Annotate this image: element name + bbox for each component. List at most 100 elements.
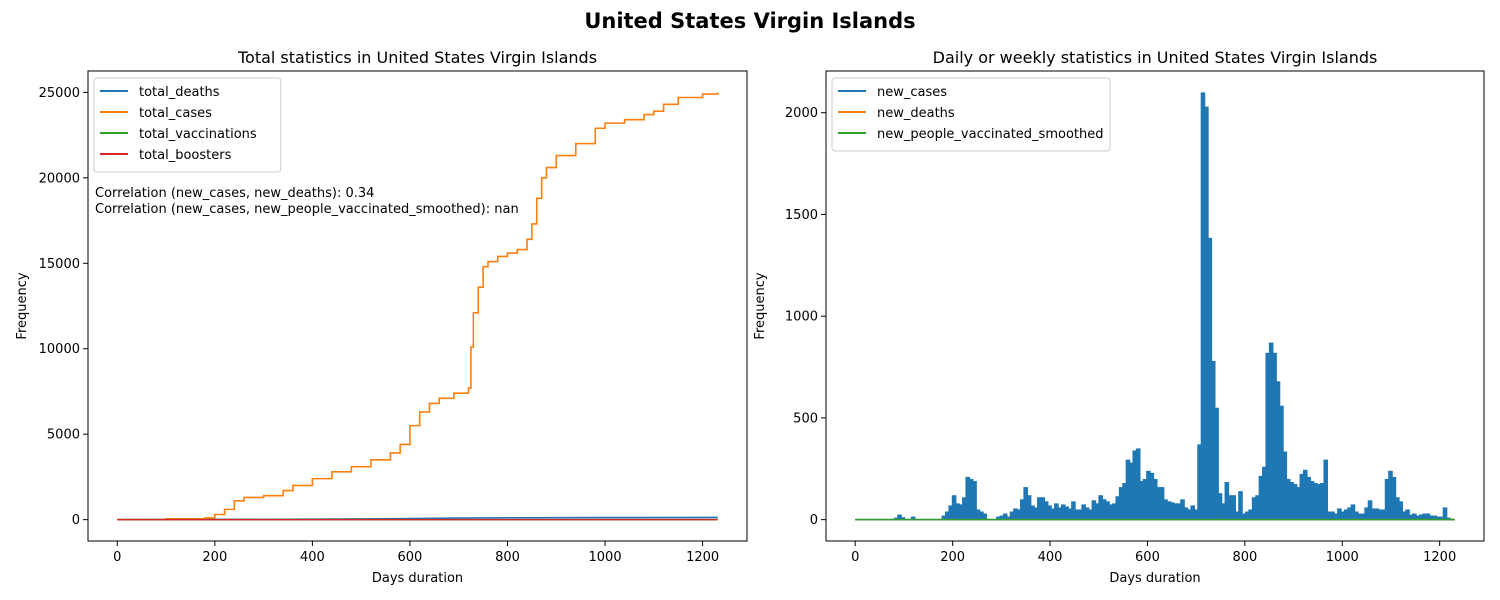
series-bar-new-cases (1112, 503, 1117, 520)
series-bar-new-cases (1224, 481, 1230, 520)
x-tick-label: 400 (300, 550, 325, 565)
series-bar-new-cases (1173, 503, 1178, 520)
series-bar-new-cases (893, 517, 899, 520)
series-bar-new-cases (1142, 478, 1148, 520)
series-bar-new-cases (1275, 381, 1281, 520)
series-bar-new-cases (1037, 497, 1042, 520)
plot-area (855, 92, 1455, 521)
legend-box (93, 77, 282, 173)
series-bar-new-cases (1204, 106, 1209, 520)
series-bar-new-cases (965, 476, 971, 520)
legend-label-total-boosters: total_boosters (139, 148, 232, 163)
series-bar-new-cases (1101, 499, 1107, 520)
series-bar-new-cases (1398, 501, 1404, 520)
series-bar-new-cases (1323, 459, 1329, 520)
series-bar-new-cases (1094, 503, 1100, 520)
series-bar-new-cases (962, 497, 967, 520)
series-bar-new-cases (1429, 515, 1434, 520)
x-tick-label: 0 (851, 550, 859, 565)
series-bar-new-cases (1149, 472, 1155, 520)
series-bar-new-cases (1146, 470, 1151, 520)
series-line-total-cases (117, 92, 719, 521)
series-bar-new-cases (1299, 473, 1305, 520)
series-bar-new-cases (1337, 508, 1342, 520)
series-bar-new-cases (1197, 444, 1202, 520)
series-bar-new-cases (1360, 513, 1366, 520)
series-bar-new-cases (1302, 469, 1308, 520)
series-bar-new-cases (1074, 509, 1080, 520)
series-bar-new-cases (1118, 487, 1124, 520)
series-bar-new-cases (1316, 484, 1322, 520)
series-bar-new-cases (1221, 503, 1226, 520)
series-bar-new-cases (1258, 475, 1264, 520)
series-bar-new-cases (1081, 504, 1086, 520)
series-bar-new-cases (1412, 513, 1417, 520)
series-bar-new-cases (1347, 507, 1352, 520)
series-bar-new-cases (1016, 509, 1022, 520)
series-bar-new-cases (1265, 352, 1271, 520)
series-bar-new-cases (1432, 515, 1438, 520)
series-bar-new-cases (1129, 462, 1134, 520)
series-bar-new-cases (1238, 491, 1243, 520)
series-bar-new-cases (1354, 511, 1359, 520)
correlation-annotation: Correlation (new_cases, new_deaths): 0.3… (95, 186, 374, 201)
series-bar-new-cases (1200, 92, 1206, 520)
x-tick-label: 200 (202, 550, 227, 565)
y-tick-label: 0 (72, 513, 80, 528)
series-bar-new-cases (1071, 501, 1076, 520)
x-tick-label: 1000 (1326, 550, 1359, 565)
series-bar-new-cases (1285, 478, 1291, 520)
series-bar-new-cases (1183, 507, 1189, 520)
y-tick-label: 20000 (39, 171, 80, 186)
series-bar-new-cases (1422, 513, 1427, 520)
series-bar-new-cases (1030, 505, 1035, 520)
x-tick-label: 800 (495, 550, 520, 565)
series-bar-new-cases (944, 511, 950, 520)
series-bar-new-cases (1006, 516, 1011, 520)
legend-label-total-cases: total_cases (139, 106, 212, 121)
series-bar-new-cases (1135, 448, 1141, 520)
plot-area (117, 92, 719, 521)
series-bar-new-cases (1105, 501, 1110, 520)
series-bar-new-cases (1350, 504, 1356, 520)
series-bar-new-cases (1244, 511, 1250, 520)
series-bar-new-cases (968, 478, 974, 520)
series-bar-new-cases (1248, 509, 1254, 520)
series-bar-new-cases (1388, 470, 1393, 520)
x-tick-label: 600 (398, 550, 423, 565)
series-bar-new-cases (1043, 501, 1049, 520)
series-bar-new-cases (1408, 514, 1414, 520)
series-bar-new-cases (1371, 508, 1376, 520)
series-bar-new-cases (1050, 508, 1056, 520)
series-bar-new-cases (1013, 508, 1018, 520)
x-tick-label: 200 (940, 550, 965, 565)
x-tick-label: 1200 (686, 550, 719, 565)
series-bar-new-cases (1098, 495, 1103, 520)
series-bar-new-cases (1180, 499, 1185, 520)
series-bar-new-cases (1364, 507, 1369, 520)
series-bar-new-cases (1088, 509, 1093, 520)
y-tick-label: 5000 (47, 428, 80, 443)
series-bar-new-cases (941, 515, 947, 520)
legend: total_deaths total_cases total_vaccination… (93, 77, 282, 173)
series-bar-new-cases (955, 503, 960, 520)
x-axis-label: Days duration (1109, 571, 1200, 586)
legend-box (831, 77, 1111, 152)
series-bar-new-cases (1227, 495, 1233, 520)
series-bar-new-cases (1108, 504, 1114, 520)
series-bar-new-cases (1033, 507, 1039, 520)
series-bar-new-cases (910, 516, 916, 520)
series-bar-new-cases (1292, 484, 1298, 520)
series-bar-new-cases (1330, 511, 1335, 520)
x-axis-label: Days duration (372, 571, 463, 586)
series-bar-new-cases (1207, 237, 1213, 520)
daily-statistics-chart: Daily or weekly statistics in United Sta… (753, 48, 1485, 586)
series-bar-new-cases (1023, 487, 1028, 520)
series-bar-new-cases (1176, 503, 1182, 520)
y-tick-label: 15000 (39, 257, 80, 272)
legend-label-total-deaths: total_deaths (139, 85, 220, 100)
series-bar-new-cases (1435, 516, 1441, 520)
series-bar-new-cases (1210, 360, 1216, 520)
series-bar-new-cases (1190, 505, 1196, 520)
x-tick-label: 600 (1135, 550, 1160, 565)
